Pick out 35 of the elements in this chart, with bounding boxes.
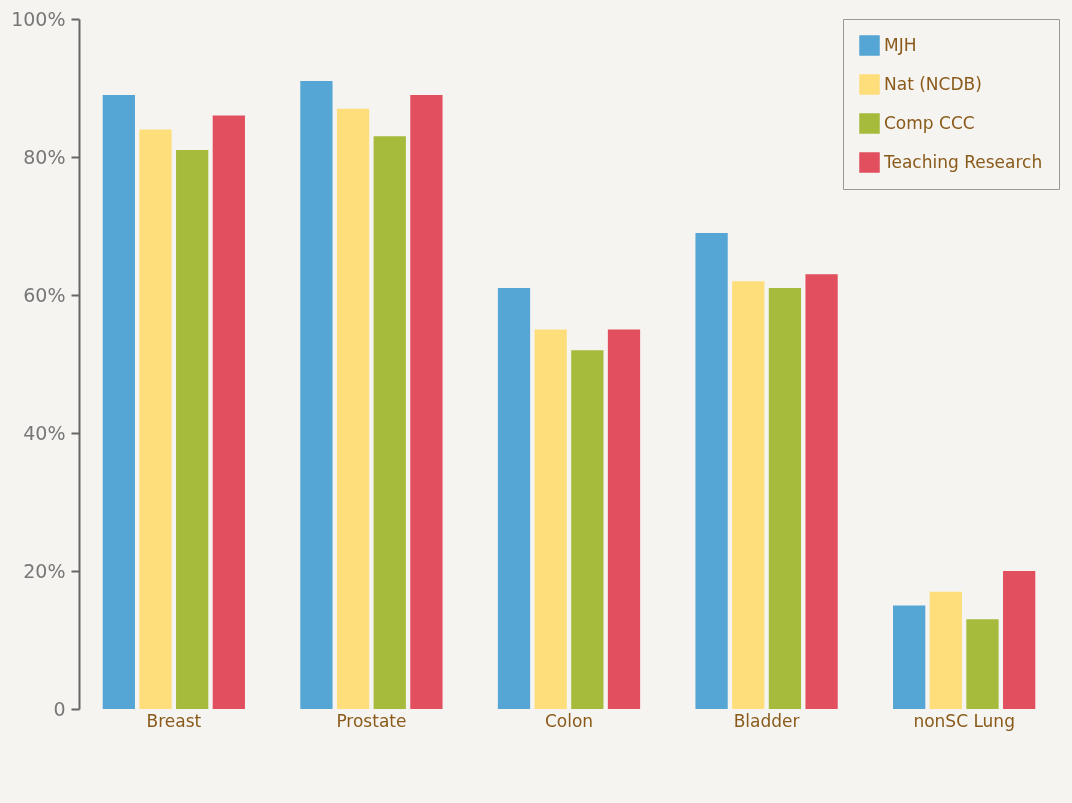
bar — [929, 591, 962, 709]
bar — [300, 81, 333, 709]
x-tick-label: nonSC Lung — [913, 710, 1015, 731]
bar — [176, 150, 209, 709]
y-tick-label: 40% — [23, 421, 66, 444]
bar — [571, 350, 604, 709]
bar — [805, 274, 838, 709]
legend-label: Comp CCC — [884, 112, 975, 133]
bar — [534, 329, 567, 709]
y-tick-label: 60% — [23, 283, 66, 306]
y-tick-label: 80% — [23, 145, 66, 168]
bar — [966, 619, 999, 709]
bar — [336, 108, 370, 709]
legend-label: MJH — [884, 34, 917, 55]
bar — [893, 605, 926, 709]
x-tick-label: Bladder — [733, 710, 800, 731]
bar — [732, 281, 765, 709]
y-tick-label: 100% — [11, 7, 66, 30]
bar — [695, 232, 728, 709]
bar — [768, 288, 802, 709]
bar — [1003, 571, 1036, 709]
x-tick-label: Colon — [544, 710, 594, 731]
bar — [212, 115, 245, 709]
bar — [607, 329, 641, 709]
bar — [497, 288, 531, 709]
legend-label: Nat (NCDB) — [884, 73, 982, 94]
bar — [139, 129, 172, 709]
x-tick-label: Breast — [146, 710, 202, 731]
y-tick-label: 20% — [23, 559, 66, 582]
bar — [102, 94, 135, 709]
x-tick-label: Prostate — [336, 710, 407, 731]
bar — [373, 136, 406, 709]
legend-label: Teaching Research — [883, 151, 1043, 172]
y-tick-label: 0 — [53, 697, 66, 720]
bar — [410, 94, 443, 709]
